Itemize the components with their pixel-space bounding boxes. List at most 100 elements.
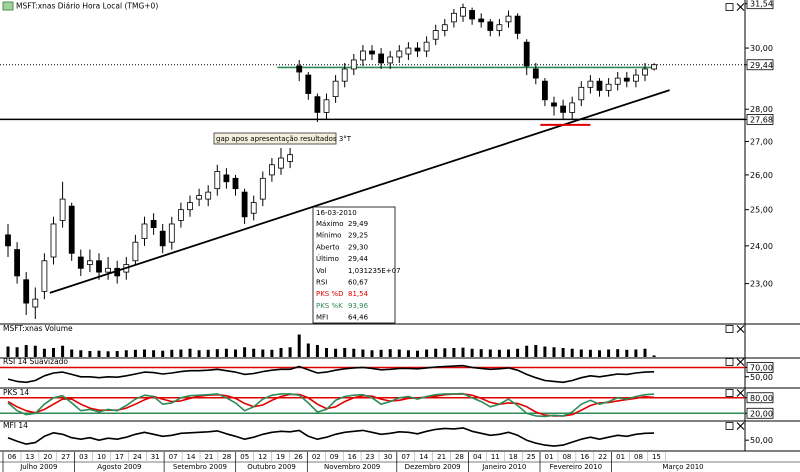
candle-body	[214, 171, 221, 190]
candle-body	[159, 230, 166, 247]
volume-bar	[607, 349, 611, 357]
info-label: PKS %D	[316, 290, 344, 298]
y-tick-label: 50,00	[750, 373, 773, 382]
x-tick-label: 23	[366, 453, 375, 461]
tick-label-box	[746, 114, 774, 125]
info-label: Último	[316, 254, 339, 263]
volume-bar	[24, 345, 28, 357]
volume-bar	[106, 351, 110, 357]
candle-body	[50, 223, 57, 258]
candle-body	[296, 65, 303, 73]
candle-body	[241, 191, 248, 218]
info-value: 64,46	[348, 314, 369, 322]
x-tick-label: 16	[580, 453, 589, 461]
x-tick-label: 08	[634, 453, 643, 461]
x-tick-label: 27	[61, 453, 70, 461]
month-label: Março 2010	[662, 463, 703, 471]
candle-body	[642, 68, 648, 76]
close-button	[736, 3, 745, 11]
volume-bar	[434, 348, 438, 357]
annotation-box	[213, 132, 337, 145]
candle-body	[5, 234, 11, 247]
volume-bar	[179, 349, 183, 357]
volume-bar	[33, 345, 37, 357]
x-tick-label: 28	[222, 453, 231, 461]
candle-body	[68, 205, 75, 254]
info-label: Máximo	[316, 220, 344, 228]
y-tick-label: 26,00	[750, 171, 773, 180]
candle-body	[314, 96, 321, 113]
maximize-button	[725, 3, 734, 11]
volume-bar	[425, 349, 429, 357]
candle-body	[423, 41, 430, 52]
candle-body	[59, 198, 66, 221]
volume-bar	[625, 349, 629, 357]
close-button	[736, 422, 745, 430]
x-tick-label: 14	[187, 453, 196, 461]
x-tick-label: 14	[419, 453, 428, 461]
x-tick-label: 16	[348, 453, 357, 461]
month-label: Outubro 2009	[247, 463, 296, 471]
volume-bar	[279, 348, 283, 357]
volume-bar	[152, 350, 156, 357]
candle-body	[341, 68, 348, 82]
candle-body	[278, 157, 284, 169]
candle-body	[332, 80, 339, 98]
x-tick-label: 20	[43, 453, 52, 461]
candle-body	[478, 18, 485, 23]
candle-body	[414, 47, 421, 52]
candle-body	[505, 15, 512, 23]
candle-body	[405, 47, 412, 55]
maximize-button	[725, 422, 734, 430]
x-tick-label: 31	[151, 453, 160, 461]
tick-label-box	[746, 59, 774, 71]
volume-bar	[652, 355, 656, 357]
volume-bar	[634, 349, 638, 357]
volume-bar	[516, 348, 520, 357]
candle-body	[378, 53, 385, 64]
x-tick-label: 08	[562, 453, 571, 461]
volume-bar	[6, 346, 10, 357]
candle-body	[359, 50, 366, 61]
y-tick-label: 25,00	[750, 206, 773, 215]
volume-bar	[470, 348, 474, 357]
candle-body	[605, 83, 612, 91]
volume-bar	[406, 350, 410, 357]
y-tick-label: 28,00	[750, 105, 773, 114]
volume-bar	[206, 349, 210, 357]
x-tick-label: 15	[652, 453, 661, 461]
x-tick-label: 22	[598, 453, 607, 461]
month-label: Julho 2009	[19, 463, 57, 471]
x-tick-label: 04	[473, 453, 482, 461]
volume-bar	[525, 345, 529, 357]
volume-bar	[261, 349, 265, 357]
x-tick-label: 17	[115, 453, 124, 461]
volume-bar	[52, 348, 55, 357]
candle-body	[532, 68, 539, 79]
volume-bar	[197, 350, 201, 357]
candle-body	[460, 7, 466, 17]
candle-body	[141, 223, 148, 239]
month-label: Agosto 2009	[97, 463, 141, 471]
candle-body	[514, 15, 521, 34]
volume-bar	[488, 349, 492, 357]
volume-bar	[315, 345, 319, 357]
candle-body	[578, 86, 585, 101]
x-tick-label: 07	[401, 453, 410, 461]
volume-bar	[497, 349, 501, 357]
y-tick-label: 20,00	[750, 409, 773, 418]
volume-bar	[15, 347, 19, 357]
candle-body	[614, 77, 621, 85]
candle-body	[77, 256, 84, 269]
indicator-line	[7, 364, 655, 384]
y-tick-label: 70,00	[750, 363, 773, 372]
x-tick-label: 03	[79, 453, 88, 461]
y-tick-label: 50,00	[750, 436, 773, 445]
x-tick-label: 05	[240, 453, 249, 461]
candle-body	[569, 102, 576, 113]
info-value: 60,67	[348, 279, 368, 287]
info-label: Mínimo	[316, 232, 341, 240]
candle-body	[596, 80, 603, 91]
y-tick-label: 29,44	[750, 61, 773, 70]
volume-bar	[561, 348, 565, 357]
